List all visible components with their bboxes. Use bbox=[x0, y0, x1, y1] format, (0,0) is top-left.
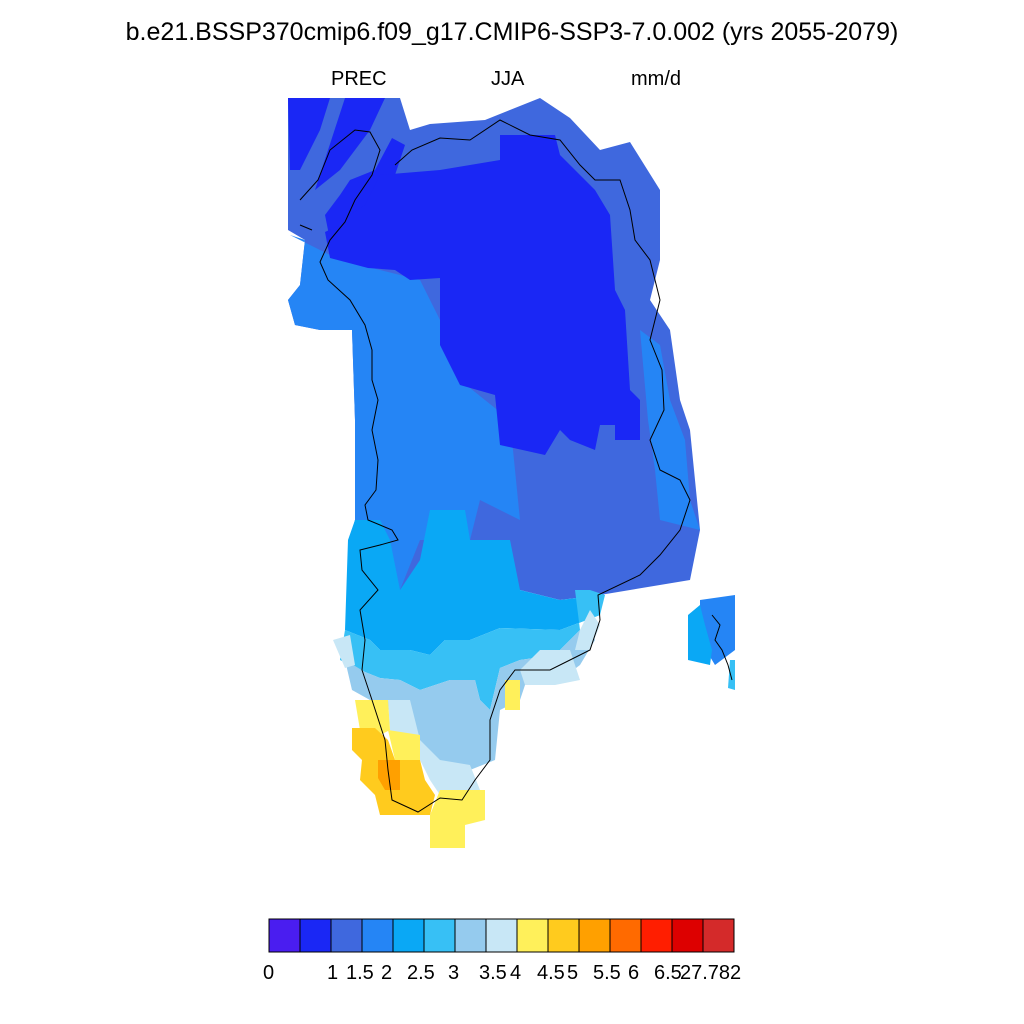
colorbar-swatch bbox=[361, 918, 394, 953]
colorbar-label: 6 bbox=[628, 962, 640, 984]
colorbar-swatch bbox=[702, 918, 735, 953]
precip-fill-2-2.5 bbox=[345, 510, 712, 665]
colorbar-swatch bbox=[423, 918, 456, 953]
colorbar-swatch bbox=[578, 918, 611, 953]
variable-label: PREC bbox=[331, 68, 387, 90]
colorbar-label: 1.5 bbox=[346, 962, 374, 984]
greenland-coastline bbox=[299, 119, 733, 813]
colorbar-swatch bbox=[330, 918, 363, 953]
colorbar-label: 2.5 bbox=[407, 962, 435, 984]
colorbar-swatch bbox=[609, 918, 642, 953]
colorbar-label: 3.5 bbox=[479, 962, 507, 984]
precip-fill-3-3.5 bbox=[345, 620, 595, 770]
colorbar-label: 27.782 bbox=[680, 962, 742, 984]
colorbar-label: 5.5 bbox=[593, 962, 621, 984]
colorbar-label: 4.5 bbox=[537, 962, 565, 984]
colorbar-swatch bbox=[299, 918, 332, 953]
colorbar-label: 3 bbox=[448, 962, 460, 984]
colorbar-swatch bbox=[516, 918, 549, 953]
colorbar-label: 5 bbox=[567, 962, 579, 984]
season-label: JJA bbox=[491, 68, 525, 90]
colorbar-label: 1 bbox=[327, 962, 339, 984]
colorbar-label: 2 bbox=[381, 962, 393, 984]
colorbar-swatch bbox=[268, 918, 301, 953]
colorbar-swatch bbox=[547, 918, 580, 953]
colorbar-swatch bbox=[671, 918, 704, 953]
plot-title: b.e21.BSSP370cmip6.f09_g17.CMIP6-SSP3-7.… bbox=[125, 18, 899, 46]
colorbar-label: 0 bbox=[263, 962, 275, 984]
colorbar-swatch bbox=[392, 918, 425, 953]
units-label: mm/d bbox=[631, 68, 681, 90]
colorbar-swatch bbox=[485, 918, 518, 953]
colorbar-label: 6.5 bbox=[654, 962, 682, 984]
precip-fill-3.5-4 bbox=[333, 610, 600, 800]
colorbar-label: 4 bbox=[510, 962, 522, 984]
precip-fill-lt-1 bbox=[288, 98, 640, 455]
precip-fill-2.5-3 bbox=[340, 590, 735, 710]
precip-fill-4-4.5 bbox=[355, 680, 520, 848]
colorbar-swatch bbox=[640, 918, 673, 953]
colorbar-swatch bbox=[454, 918, 487, 953]
